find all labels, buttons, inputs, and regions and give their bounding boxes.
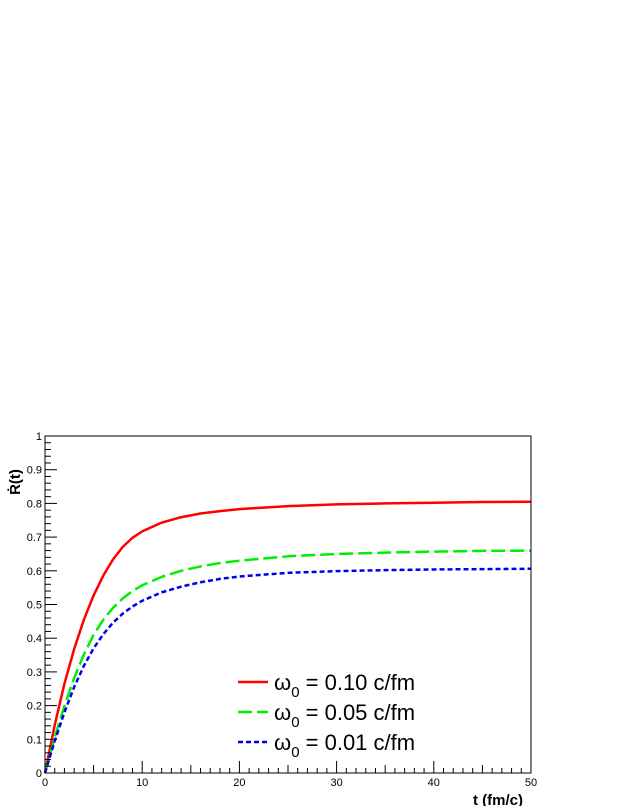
series-layer bbox=[43, 500, 532, 774]
y-tick-label: 0 bbox=[36, 768, 42, 780]
series-line bbox=[43, 549, 532, 774]
x-axis: 0 10 20 30 40 50 bbox=[42, 761, 537, 789]
x-tick-label: 20 bbox=[233, 777, 245, 789]
y-tick-label: 0.2 bbox=[27, 701, 42, 713]
y-axis: 0 0.1 0.2 0.3 0.4 0.5 0.6 0.7 0.8 0.9 1 bbox=[27, 431, 57, 780]
y-tick-label: 0.8 bbox=[27, 498, 42, 510]
x-axis-title: t (fm/c) bbox=[473, 792, 523, 806]
series-line bbox=[43, 500, 532, 774]
x-tick-label: 10 bbox=[136, 777, 148, 789]
y-tick-label: 0.6 bbox=[27, 566, 42, 578]
series-line bbox=[43, 567, 532, 774]
legend-label: ω0 = 0.10 c/fm bbox=[274, 670, 415, 701]
y-tick-label: 0.7 bbox=[27, 532, 42, 544]
y-tick-label: 0.9 bbox=[27, 465, 42, 477]
x-tick-label: 0 bbox=[42, 777, 48, 789]
x-tick-label: 50 bbox=[525, 777, 537, 789]
y-tick-label: 0.5 bbox=[27, 600, 42, 612]
y-axis-title: Ṙ(t) bbox=[7, 469, 24, 495]
y-tick-label: 1 bbox=[36, 431, 42, 443]
y-tick-label: 0.1 bbox=[27, 734, 42, 746]
x-tick-label: 40 bbox=[428, 777, 440, 789]
y-tick-label: 0.3 bbox=[27, 667, 42, 679]
y-tick-label: 0.4 bbox=[27, 633, 42, 645]
x-tick-label: 30 bbox=[330, 777, 342, 789]
legend-label: ω0 = 0.01 c/fm bbox=[274, 730, 415, 761]
legend-label: ω0 = 0.05 c/fm bbox=[274, 700, 415, 731]
